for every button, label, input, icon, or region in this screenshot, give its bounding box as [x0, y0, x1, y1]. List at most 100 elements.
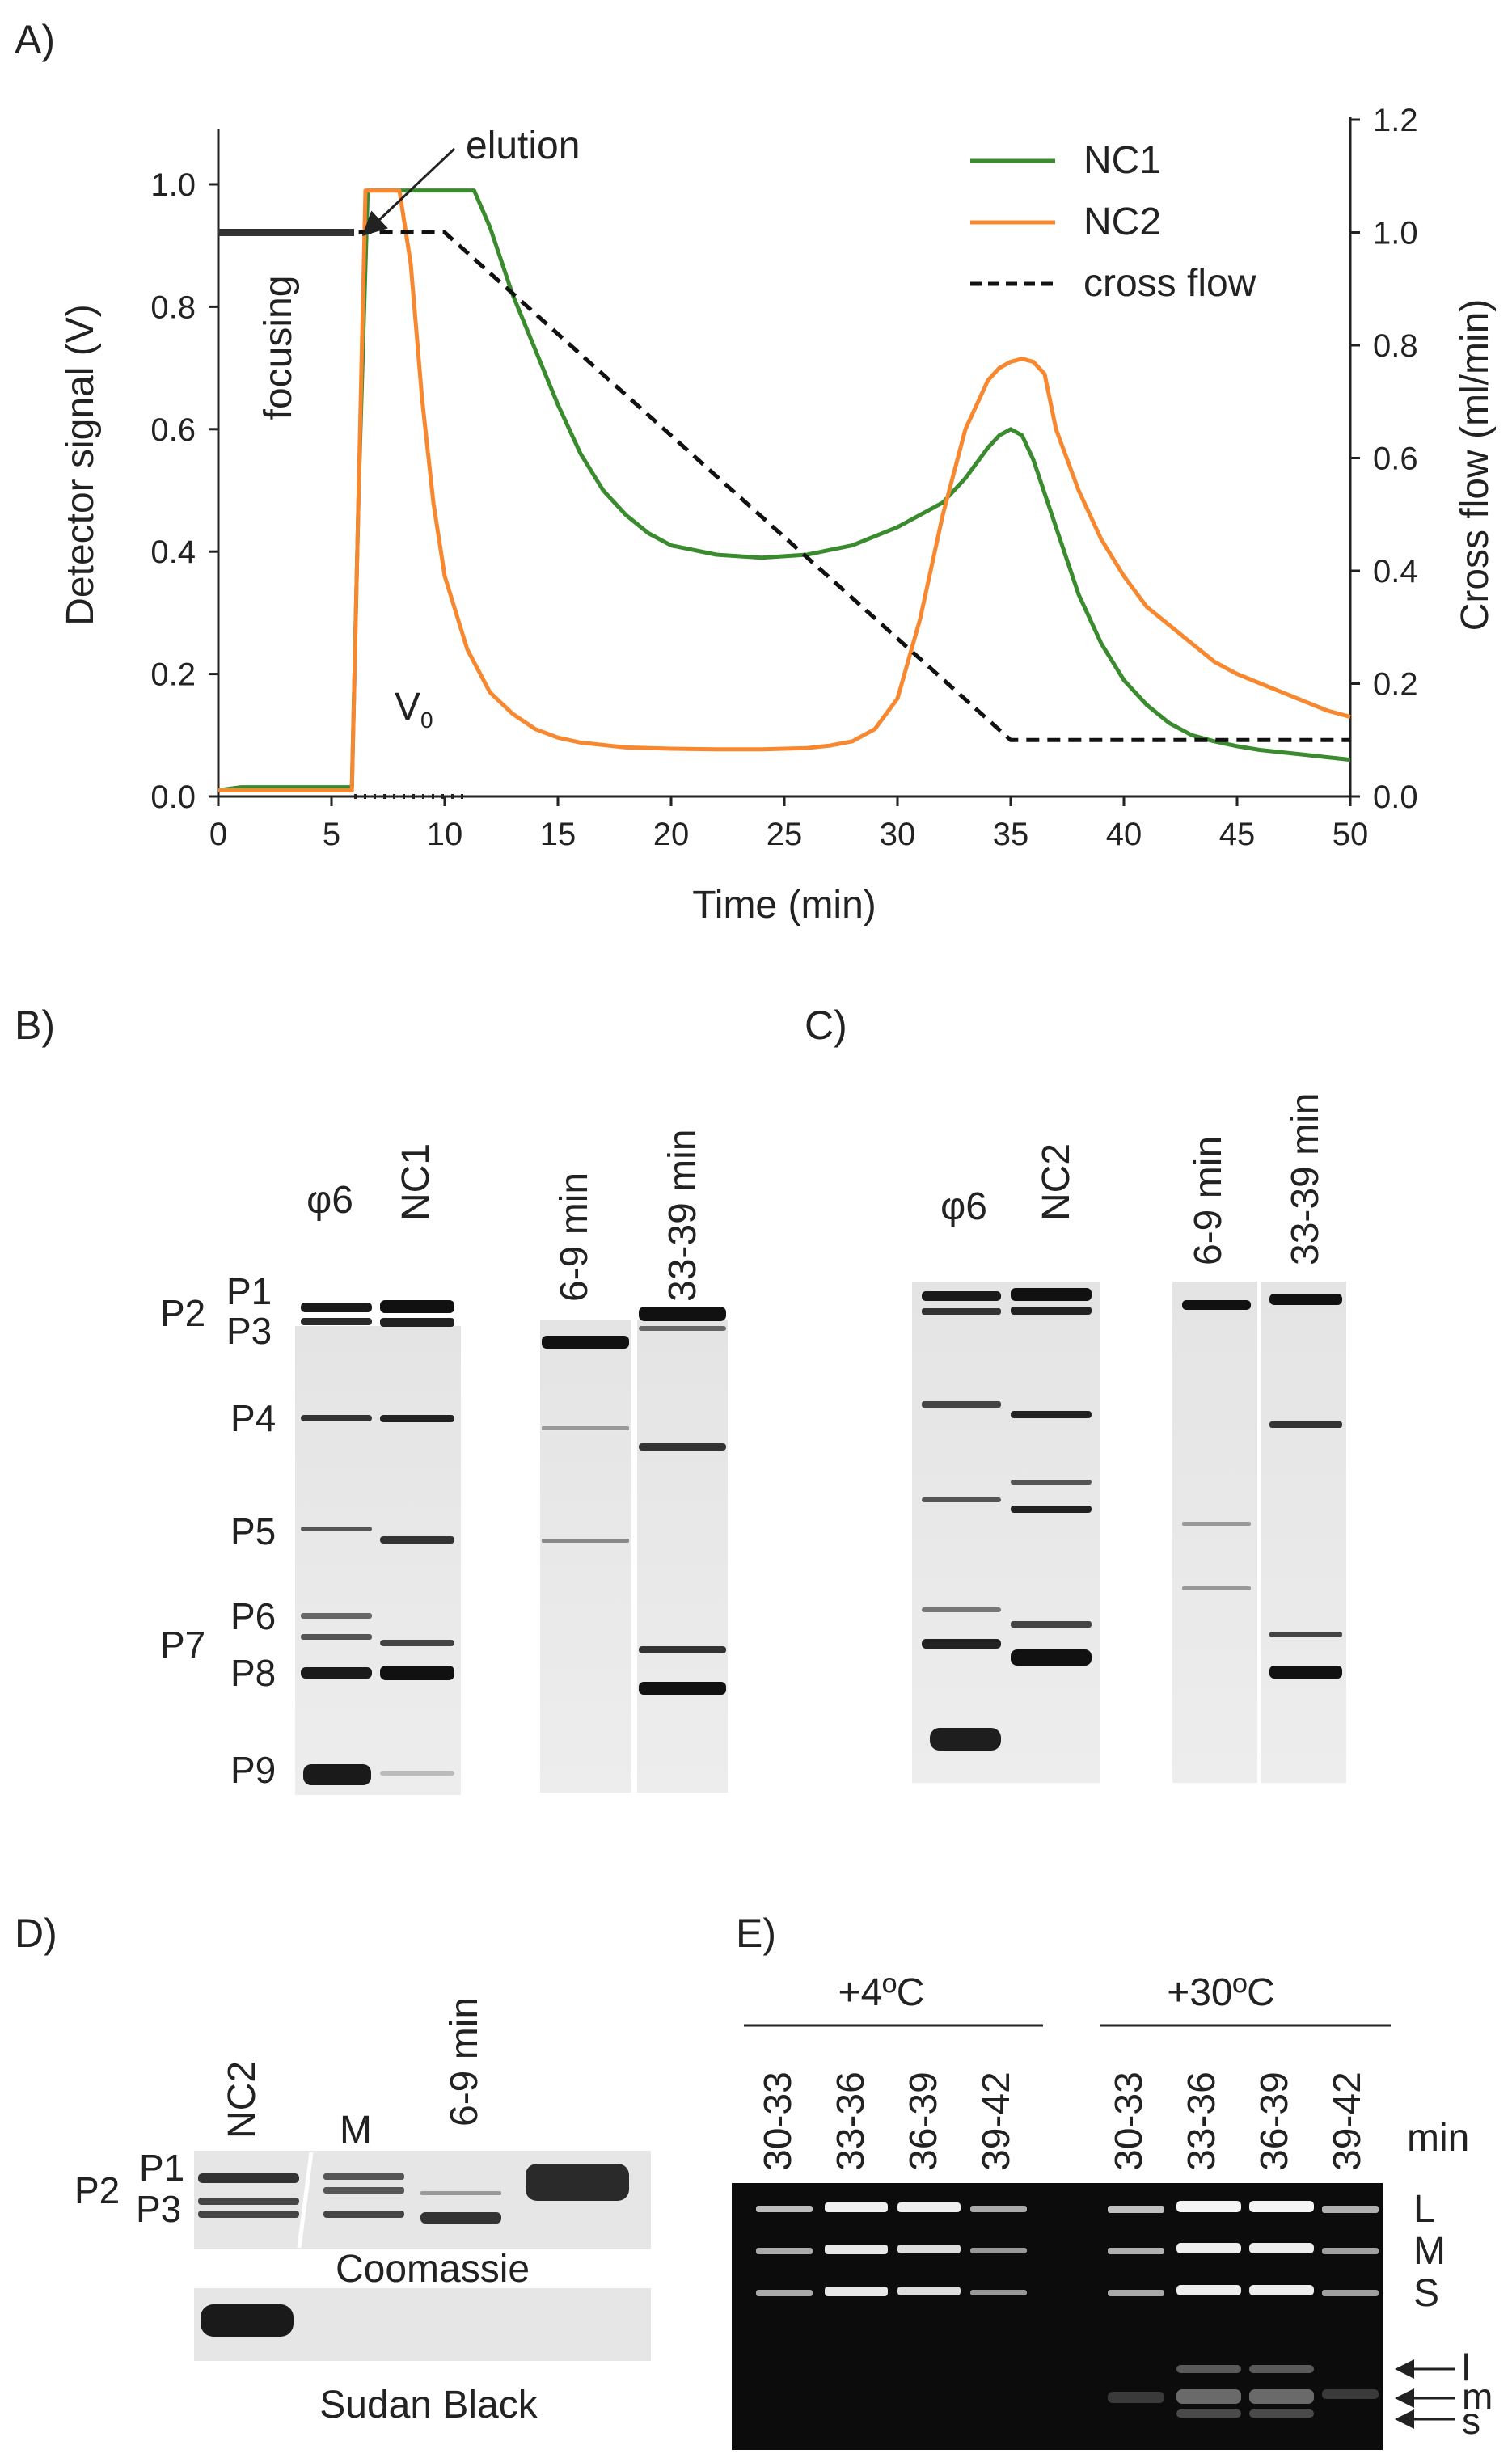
gel-c2-lane1: [1172, 1282, 1257, 1783]
band: [301, 1634, 372, 1640]
lane-label-e-30-33-a: 30-33: [757, 2072, 800, 2171]
band: [970, 2290, 1027, 2295]
stain-label-coomassie: Coomassie: [336, 2248, 530, 2291]
band: [323, 2211, 404, 2218]
band: [301, 1415, 372, 1421]
unit-label-min: min: [1407, 2117, 1469, 2160]
band: [380, 1771, 454, 1776]
lane-label-c-phi6: φ6: [940, 1185, 987, 1228]
arrow-label-l: l: [1462, 2346, 1470, 2388]
band: [303, 1764, 371, 1785]
lane-label-e-36-39-a: 36-39: [902, 2072, 945, 2171]
lane-label-b-nc1: NC1: [395, 1143, 437, 1221]
arrow-label-s: s: [1462, 2400, 1480, 2442]
band: [1108, 2392, 1164, 2403]
gel-c1-background: [912, 1282, 1100, 1783]
band: [323, 2173, 404, 2180]
band: [542, 1539, 629, 1543]
y-ticks-left: 0.0 0.2 0.4 0.6 0.8 1.0: [150, 167, 218, 815]
band: [1322, 2248, 1379, 2254]
band: [1322, 2389, 1379, 2399]
band: [897, 2245, 961, 2253]
y2-axis-label: Cross flow (ml/min): [1454, 299, 1497, 631]
band: [897, 2287, 961, 2295]
band: [1011, 1288, 1092, 1301]
band-label-d-p1: P1: [139, 2147, 184, 2189]
legend-label-nc1: NC1: [1083, 139, 1161, 182]
band: [380, 1300, 454, 1313]
band: [825, 2202, 888, 2212]
y2-tick-label: 0.4: [1373, 554, 1418, 589]
band-label-p8: P8: [230, 1652, 276, 1694]
band: [1011, 1506, 1092, 1513]
y-axis-label: Detector signal (V): [59, 304, 102, 625]
band: [1269, 1666, 1342, 1679]
lane-label-b-phi6: φ6: [306, 1179, 353, 1222]
agarose-gel-background: [732, 2183, 1383, 2450]
x-ticks: 0 5 10 15 20 25 30 35 40 45 50: [209, 796, 1368, 852]
lane-label-e-39-42-b: 39-42: [1326, 2072, 1369, 2171]
x-tick-label: 20: [653, 817, 690, 852]
band: [1108, 2248, 1164, 2254]
band: [1011, 1307, 1092, 1315]
lane-label-e-36-39-b: 36-39: [1253, 2072, 1296, 2171]
y-ticks-right: 0.0 0.2 0.4 0.6 0.8 1.0 1.2: [1350, 103, 1418, 815]
lane-label-c-nc2: NC2: [1035, 1143, 1078, 1221]
band: [380, 1536, 454, 1544]
lane-label-e-30-33-b: 30-33: [1108, 2072, 1151, 2171]
band-label-p4: P4: [230, 1397, 276, 1439]
band: [1249, 2365, 1314, 2373]
band: [1269, 1294, 1342, 1305]
band: [639, 1443, 726, 1451]
x-tick-label: 15: [540, 817, 577, 852]
lane-label-e-33-36-a: 33-36: [830, 2072, 872, 2171]
band-label-p7: P7: [160, 1624, 205, 1666]
band: [380, 1318, 454, 1327]
band: [639, 1646, 726, 1653]
y2-tick-label: 1.0: [1373, 216, 1418, 251]
legend-label-cross-flow: cross flow: [1083, 262, 1256, 305]
band: [542, 1426, 629, 1430]
y-tick-label: 0.4: [150, 534, 196, 570]
band: [639, 1307, 726, 1321]
y2-tick-label: 0.6: [1373, 441, 1418, 477]
band: [1249, 2409, 1314, 2418]
band: [1322, 2290, 1379, 2296]
band: [922, 1639, 1001, 1649]
gel-c1: [912, 1282, 1100, 1783]
band: [198, 2198, 299, 2205]
elution-arrow: [361, 147, 456, 237]
band: [323, 2187, 404, 2194]
segment-label-l: L: [1413, 2188, 1435, 2231]
gel-b1-background: [295, 1326, 461, 1795]
lane-label-e-39-42-a: 39-42: [975, 2072, 1018, 2171]
band: [1176, 2243, 1241, 2253]
band: [542, 1336, 629, 1349]
band: [1182, 1300, 1251, 1310]
y2-tick-label: 0.0: [1373, 779, 1418, 815]
band: [1249, 2285, 1314, 2295]
band: [301, 1613, 372, 1619]
band-label-p2: P2: [160, 1292, 205, 1334]
band: [1249, 2389, 1314, 2404]
panel-label-a: A): [15, 17, 55, 62]
band: [301, 1318, 372, 1325]
band: [1269, 1632, 1342, 1637]
x-tick-label: 0: [209, 817, 227, 852]
gel-c2-lane2: [1261, 1282, 1346, 1783]
x-tick-label: 50: [1333, 817, 1369, 852]
gel-c2: [1172, 1282, 1346, 1783]
segment-label-m: M: [1413, 2230, 1446, 2273]
band: [380, 1415, 454, 1422]
band: [922, 1401, 1001, 1408]
band: [897, 2202, 961, 2212]
stain-label-sudan-black: Sudan Black: [319, 2384, 538, 2426]
band: [1108, 2206, 1164, 2213]
x-tick-label: 25: [767, 817, 803, 852]
band: [922, 1308, 1001, 1315]
band: [1269, 1421, 1342, 1428]
panel-label-c: C): [805, 1003, 847, 1048]
band: [639, 1326, 726, 1331]
x-tick-label: 45: [1219, 817, 1256, 852]
x-tick-label: 30: [880, 817, 916, 852]
